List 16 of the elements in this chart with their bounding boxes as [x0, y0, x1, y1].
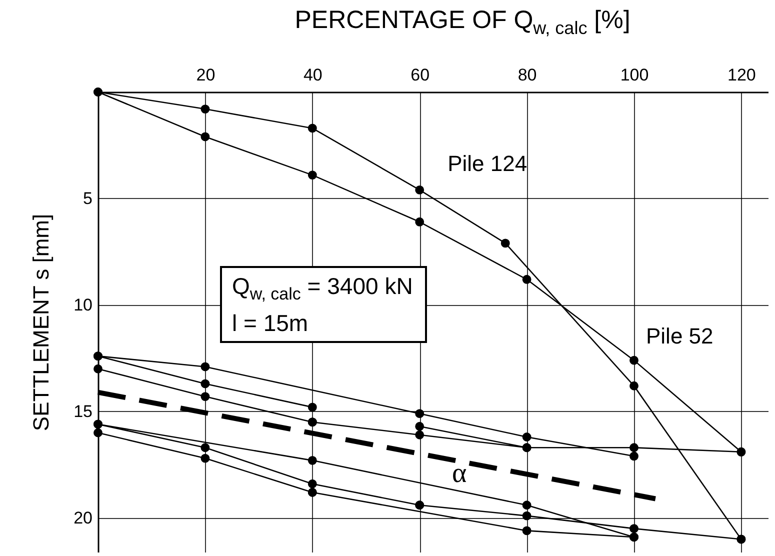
text-box: Q$_{w, calc}$ = 3400 kN l = 15m	[220, 266, 427, 343]
y-tick-label: 20	[74, 508, 92, 528]
y-tick-label: 15	[74, 402, 92, 421]
x-tick-label: 20	[196, 66, 216, 84]
series-label: Pile 124	[448, 150, 528, 176]
y-tick-label: 10	[74, 295, 92, 314]
y-axis-title: SETTLEMENT s [mm]	[28, 214, 54, 432]
x-tick-label: 40	[303, 66, 322, 84]
x-tick-label: 100	[620, 66, 649, 84]
x-tick-label: 60	[410, 66, 430, 84]
y-tick-label: 5	[83, 188, 92, 208]
series-label: Pile 52	[646, 323, 714, 348]
x-axis-title: PERCENTAGE OF Q$_{w, calc}$ [%]	[294, 6, 632, 39]
x-tick-label: 120	[728, 66, 756, 84]
annotation: α	[452, 458, 467, 490]
x-tick-label: 80	[518, 66, 537, 84]
